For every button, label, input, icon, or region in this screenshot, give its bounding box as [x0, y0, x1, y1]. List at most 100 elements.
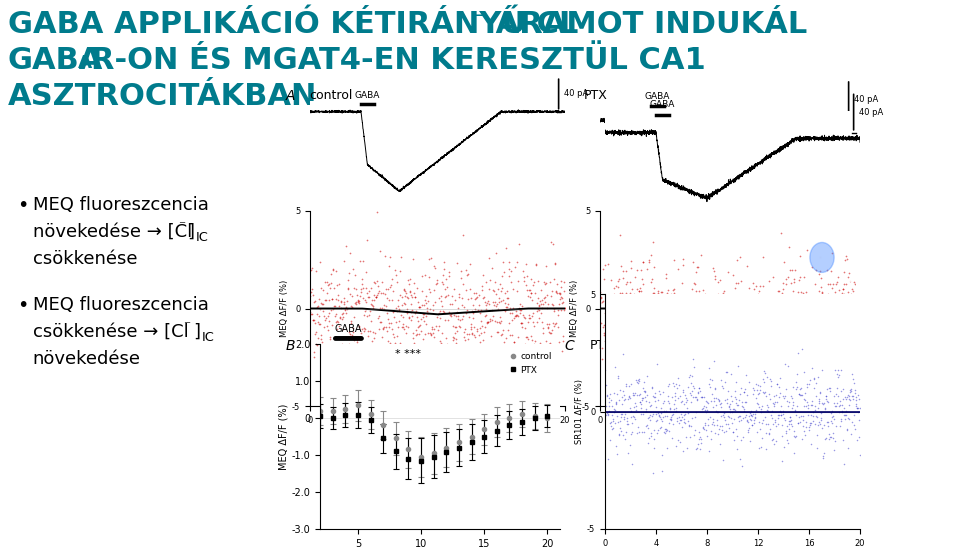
Point [803, 291, 818, 300]
Point [668, 306, 684, 315]
Point [780, 439, 796, 447]
Point [847, 278, 862, 287]
Point [524, 296, 540, 305]
Point [342, 249, 357, 257]
Point [649, 417, 664, 425]
Point [708, 393, 724, 402]
Text: GABA: GABA [354, 91, 380, 100]
Point [432, 314, 447, 322]
Point [493, 287, 509, 295]
Point [689, 395, 705, 403]
Point [756, 349, 771, 358]
Point [736, 381, 752, 390]
Point [603, 305, 618, 314]
Point [603, 390, 618, 398]
Point [724, 414, 739, 423]
Point [459, 308, 474, 317]
Point [812, 337, 828, 346]
Point [828, 297, 843, 306]
Point [830, 372, 846, 381]
Point [709, 420, 725, 429]
Point [461, 334, 476, 343]
Point [594, 344, 610, 353]
Point [651, 338, 666, 347]
Point [678, 323, 693, 332]
Point [735, 350, 751, 359]
Point [823, 333, 838, 342]
Point [602, 344, 617, 353]
Point [843, 386, 858, 395]
Text: ⁻: ⁻ [183, 319, 190, 333]
Point [821, 316, 836, 325]
Point [788, 378, 804, 387]
Point [655, 417, 670, 425]
Point [540, 299, 556, 308]
Point [680, 396, 695, 404]
Point [612, 275, 627, 284]
Point [447, 296, 463, 305]
Point [836, 289, 852, 298]
Point [796, 297, 811, 306]
Point [476, 327, 492, 336]
Point [732, 307, 747, 316]
Point [726, 428, 741, 436]
Point [792, 332, 807, 341]
Point [490, 285, 505, 294]
Point [773, 322, 788, 331]
Point [348, 299, 363, 308]
Point [799, 417, 814, 426]
Point [688, 287, 704, 296]
Point [521, 314, 537, 322]
Point [826, 307, 841, 316]
Point [812, 387, 828, 396]
Point [846, 296, 861, 305]
Point [449, 259, 465, 268]
Point [776, 413, 791, 422]
Point [780, 329, 796, 338]
Point [614, 307, 630, 316]
Point [782, 278, 798, 287]
Point [796, 422, 811, 430]
Point [669, 417, 684, 425]
Point [475, 336, 491, 344]
Point [839, 294, 854, 302]
Point [686, 330, 702, 339]
Point [818, 404, 833, 413]
Point [817, 421, 832, 430]
Point [758, 293, 774, 301]
Point [756, 378, 771, 387]
Point [318, 277, 333, 286]
Point [756, 388, 772, 397]
Point [410, 298, 425, 307]
Point [399, 308, 415, 317]
Point [526, 278, 541, 287]
Point [384, 274, 399, 283]
Point [790, 327, 805, 336]
Point [389, 343, 404, 352]
Point [627, 413, 642, 422]
Point [684, 414, 700, 423]
Point [715, 301, 731, 310]
Point [598, 306, 613, 315]
Point [744, 310, 759, 318]
Point [648, 345, 663, 354]
Point [511, 311, 526, 320]
Point [699, 398, 714, 407]
Point [687, 304, 703, 313]
Point [651, 412, 666, 420]
Point [467, 322, 482, 331]
Point [780, 243, 796, 252]
Point [646, 289, 661, 298]
Point [840, 413, 855, 422]
Point [638, 404, 654, 413]
Point [824, 408, 839, 417]
Point [776, 391, 791, 400]
Point [304, 310, 320, 319]
Point [642, 298, 658, 307]
Point [373, 317, 389, 326]
Point [403, 316, 419, 325]
Point [374, 304, 390, 313]
Point [619, 323, 635, 332]
Point [668, 380, 684, 388]
Point [739, 417, 755, 425]
